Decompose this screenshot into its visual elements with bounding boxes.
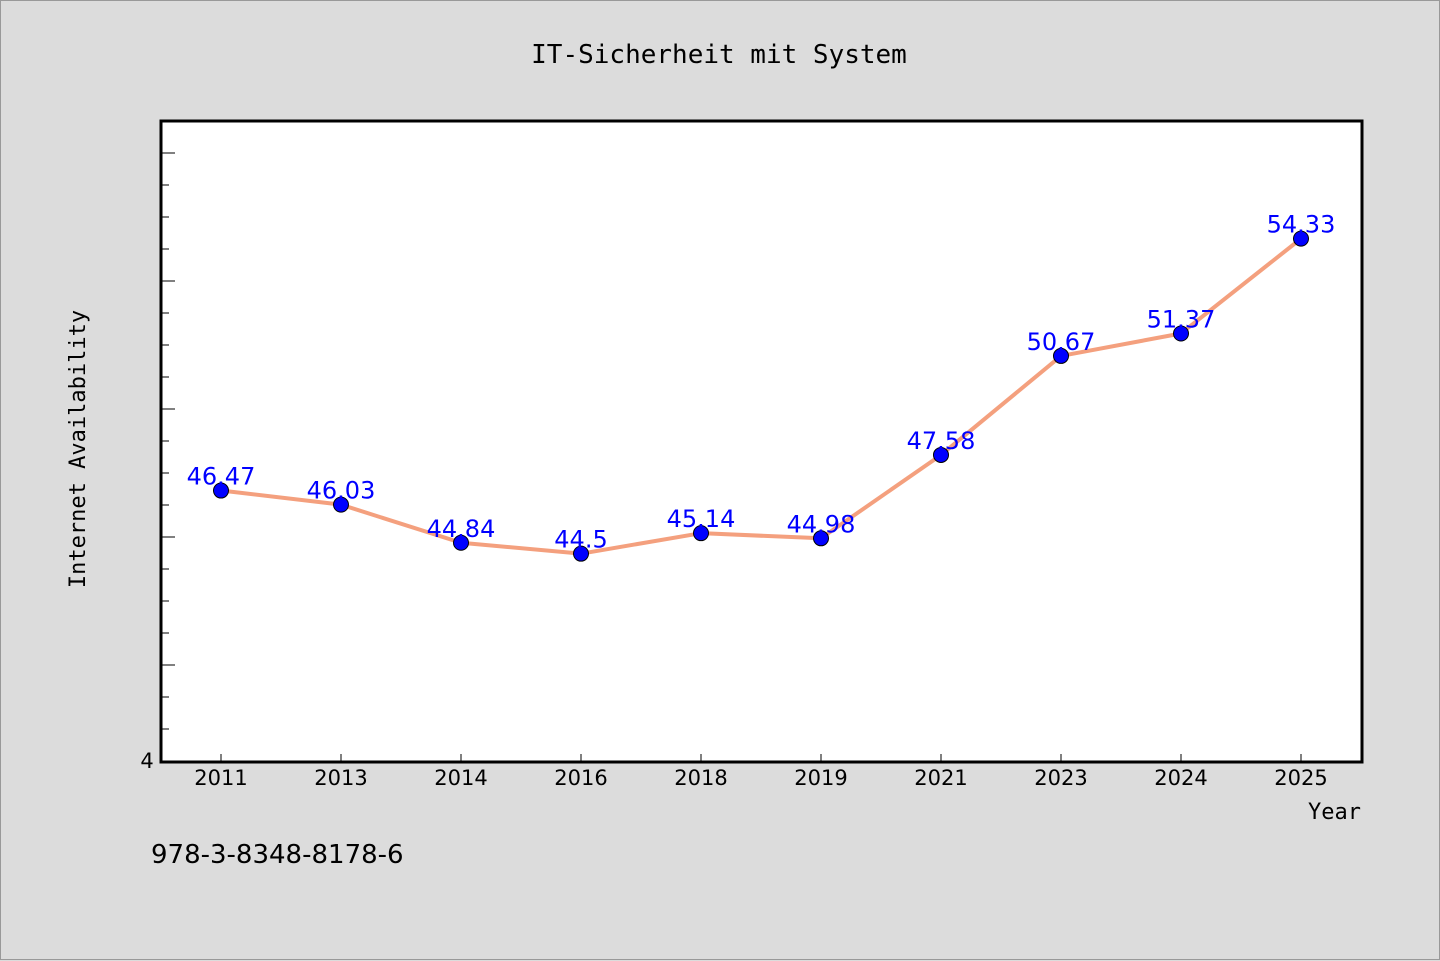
x-tick-label: 2024 xyxy=(1154,766,1207,790)
data-label: 44.5 xyxy=(554,526,607,554)
data-point[interactable] xyxy=(933,446,949,463)
x-axis-ticks: 2011 2013 2014 2016 2018 2019 2021 2023 2024 2025 xyxy=(194,754,1328,790)
x-tick-label: 2025 xyxy=(1274,766,1327,790)
data-label: 51.37 xyxy=(1147,305,1216,333)
data-point[interactable] xyxy=(1173,325,1189,342)
series-line-group xyxy=(220,237,1303,556)
x-tick-label: 2023 xyxy=(1034,766,1087,790)
data-label: 44.98 xyxy=(787,510,856,538)
y-axis-ticks xyxy=(161,152,175,762)
data-point[interactable] xyxy=(813,530,829,547)
data-point[interactable] xyxy=(213,482,229,499)
data-label: 50.67 xyxy=(1027,328,1096,356)
x-axis-label: Year xyxy=(1308,800,1361,825)
series-line xyxy=(220,237,1303,556)
data-point[interactable] xyxy=(1293,230,1309,247)
data-point[interactable] xyxy=(1053,347,1069,364)
data-point[interactable] xyxy=(453,534,469,551)
x-tick-label: 2014 xyxy=(434,766,487,790)
y-axis-label: Internet Availability xyxy=(66,310,91,588)
data-label: 44.84 xyxy=(427,515,496,543)
x-tick-label: 2016 xyxy=(554,766,607,790)
x-tick-label: 2018 xyxy=(674,766,727,790)
plot-area xyxy=(159,119,1364,764)
data-label: 46.47 xyxy=(187,463,256,491)
y-tick-label: 4 xyxy=(140,749,153,773)
x-tick-label: 2011 xyxy=(194,766,247,790)
data-label: 54.33 xyxy=(1267,211,1336,239)
x-tick-label: 2013 xyxy=(314,766,367,790)
chart-title: IT-Sicherheit mit System xyxy=(531,40,907,70)
data-label: 45.14 xyxy=(667,505,736,533)
data-labels-group: 46.47 46.03 44.84 44.5 45.14 44.98 47.58 50.67 5… xyxy=(187,211,1336,554)
x-tick-label: 2021 xyxy=(914,766,967,790)
series-markers-group xyxy=(213,230,1309,562)
data-point[interactable] xyxy=(573,545,589,562)
data-label: 46.03 xyxy=(307,477,376,505)
data-point[interactable] xyxy=(333,496,349,513)
data-point[interactable] xyxy=(693,525,709,542)
isbn-text: 978-3-8348-8178-6 xyxy=(151,840,404,870)
x-tick-label: 2019 xyxy=(794,766,847,790)
data-label: 47.58 xyxy=(907,427,976,455)
